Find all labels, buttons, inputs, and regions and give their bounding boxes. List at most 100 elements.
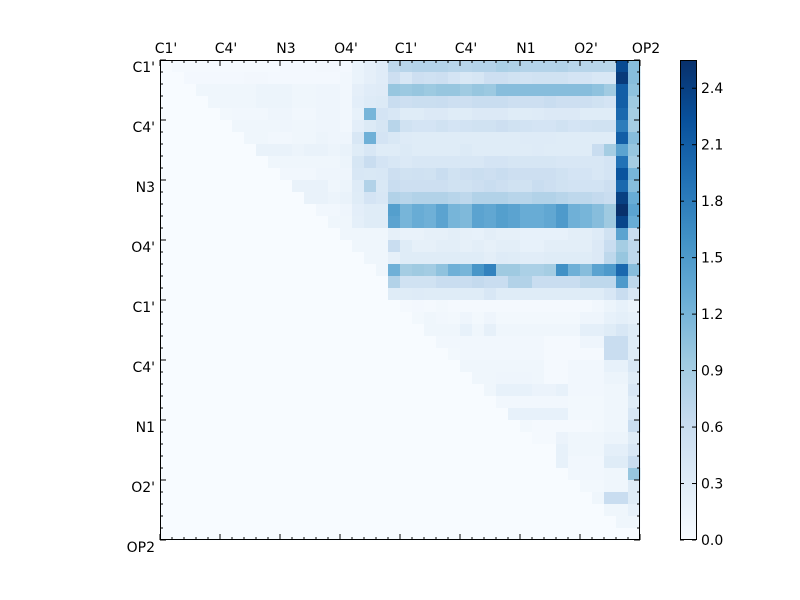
heatmap-cell (568, 156, 581, 169)
heatmap-cell (208, 492, 221, 505)
heatmap-cell (340, 240, 353, 253)
heatmap-cell (388, 156, 401, 169)
heatmap-cell (268, 360, 281, 373)
heatmap-cell (448, 360, 461, 373)
heatmap-cell (184, 144, 197, 157)
heatmap-cell (352, 492, 365, 505)
heatmap-cell (268, 192, 281, 205)
heatmap-cell (520, 504, 533, 517)
heatmap-cell (424, 156, 437, 169)
heatmap-cell (244, 156, 257, 169)
heatmap-cell (388, 132, 401, 145)
heatmap-cell (388, 228, 401, 241)
heatmap-cell (616, 108, 629, 121)
heatmap-cell (544, 444, 557, 457)
heatmap-cell (568, 84, 581, 97)
heatmap-cell (244, 84, 257, 97)
heatmap-cell (376, 456, 389, 469)
heatmap-cell (472, 156, 485, 169)
heatmap-cell (220, 348, 233, 361)
heatmap-cell (328, 192, 341, 205)
heatmap-cell (496, 420, 509, 433)
heatmap-cell (400, 240, 413, 253)
heatmap-cell (220, 192, 233, 205)
heatmap-cell (376, 144, 389, 157)
heatmap-cell (616, 216, 629, 229)
heatmap-cell (412, 216, 425, 229)
heatmap-cell (388, 372, 401, 385)
heatmap-cell (328, 240, 341, 253)
heatmap-cell (460, 312, 473, 325)
heatmap-cell (268, 84, 281, 97)
heatmap-cell (568, 216, 581, 229)
heatmap-cell (208, 264, 221, 277)
heatmap-cell (160, 312, 173, 325)
heatmap-cell (172, 372, 185, 385)
heatmap-cell (460, 192, 473, 205)
heatmap-cell (580, 444, 593, 457)
heatmap-cell (592, 384, 605, 397)
heatmap-cell (280, 132, 293, 145)
heatmap-cell (532, 432, 545, 445)
heatmap-cell (220, 300, 233, 313)
heatmap-cell (160, 228, 173, 241)
heatmap-cell (220, 432, 233, 445)
heatmap-cell (580, 528, 593, 541)
heatmap-cell (628, 156, 641, 169)
heatmap-cell (388, 72, 401, 85)
heatmap-cell (364, 276, 377, 289)
heatmap-cell (472, 372, 485, 385)
heatmap-cell (364, 480, 377, 493)
heatmap-cell (568, 108, 581, 121)
heatmap-cell (388, 408, 401, 421)
heatmap-cell (388, 180, 401, 193)
heatmap-cell (508, 120, 521, 133)
heatmap-cell (592, 192, 605, 205)
heatmap-cell (412, 228, 425, 241)
heatmap-cell (448, 180, 461, 193)
heatmap-cell (256, 108, 269, 121)
heatmap-cell (340, 336, 353, 349)
heatmap-cell (604, 72, 617, 85)
heatmap-cell (196, 300, 209, 313)
heatmap-cell (616, 120, 629, 133)
heatmap-cell (220, 132, 233, 145)
heatmap-cell (208, 180, 221, 193)
heatmap-cell (280, 156, 293, 169)
heatmap-cell (376, 120, 389, 133)
heatmap-cell (496, 444, 509, 457)
heatmap-cell (304, 420, 317, 433)
heatmap-cell (220, 444, 233, 457)
heatmap-cell (544, 396, 557, 409)
heatmap-cell (376, 84, 389, 97)
heatmap-cell (208, 360, 221, 373)
heatmap-cell (256, 120, 269, 133)
heatmap-cell (592, 240, 605, 253)
heatmap-cell (448, 72, 461, 85)
heatmap-cell (292, 516, 305, 529)
heatmap-cell (628, 444, 641, 457)
heatmap-cell (172, 360, 185, 373)
heatmap-cell (556, 492, 569, 505)
heatmap-cell (424, 72, 437, 85)
heatmap-cell (208, 84, 221, 97)
heatmap-cell (520, 132, 533, 145)
heatmap-cell (628, 120, 641, 133)
heatmap-cell (616, 492, 629, 505)
heatmap-cell (388, 276, 401, 289)
heatmap-cell (508, 360, 521, 373)
heatmap-cell (604, 504, 617, 517)
heatmap-cell (304, 324, 317, 337)
heatmap-cell (472, 360, 485, 373)
y-tick-label: C4' (132, 120, 155, 136)
heatmap-cell (424, 264, 437, 277)
heatmap-cell (544, 420, 557, 433)
heatmap-cell (592, 480, 605, 493)
heatmap-cell (580, 60, 593, 73)
heatmap-cell (400, 444, 413, 457)
heatmap-cell (340, 492, 353, 505)
heatmap-cell (280, 228, 293, 241)
heatmap-cell (520, 228, 533, 241)
heatmap-cell (508, 336, 521, 349)
heatmap-cell (364, 444, 377, 457)
